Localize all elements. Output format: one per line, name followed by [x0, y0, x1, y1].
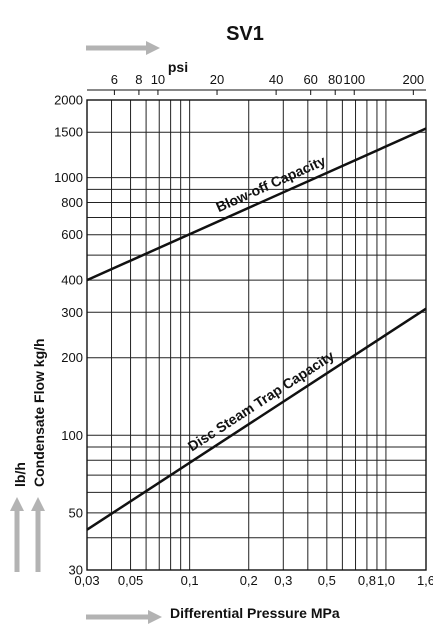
series-label: Blow-off Capacity — [213, 152, 328, 215]
arrow-head — [31, 497, 45, 511]
y-tick-label: 1000 — [54, 170, 83, 185]
psi-tick-label: 10 — [151, 72, 165, 87]
x-tick-label: 0,1 — [181, 573, 199, 588]
y-tick-label: 50 — [69, 505, 83, 520]
psi-tick-label: 60 — [303, 72, 317, 87]
y-tick-label: 2000 — [54, 93, 83, 108]
plot-frame — [86, 99, 427, 571]
y-tick-label: 400 — [61, 273, 83, 288]
x-axis-label: Differential Pressure MPa — [170, 605, 340, 621]
psi-tick-label: 20 — [210, 72, 224, 87]
y-tick-label: 300 — [61, 305, 83, 320]
arrow-head — [10, 497, 24, 511]
chart-series: Blow-off Capacity Disc Steam Trap Capacit… — [86, 127, 427, 531]
arrow-shaft — [14, 509, 20, 572]
top-axis-unit: psi — [168, 59, 188, 75]
x-tick-label: 1,6 — [417, 573, 433, 588]
direction-arrows — [10, 41, 162, 624]
psi-tick-label: 200 — [402, 72, 424, 87]
arrow-head — [148, 610, 162, 624]
tick-labels: 6 8 10 20 40 60 80 100 2000,03 0,05 0,1 0,2 0,3 0,5 0,… — [54, 72, 433, 588]
x-tick-label: 0,8 — [358, 573, 376, 588]
psi-tick-label: 6 — [111, 72, 118, 87]
arrow-shaft — [35, 509, 41, 572]
x-tick-label: 0,05 — [118, 573, 143, 588]
y-tick-label: 100 — [61, 428, 83, 443]
psi-tick-label: 40 — [269, 72, 283, 87]
x-tick-label: 1,0 — [377, 573, 395, 588]
psi-tick-label: 80 — [328, 72, 342, 87]
y-tick-label: 30 — [69, 563, 83, 578]
y-tick-label: 800 — [61, 195, 83, 210]
series-label: Disc Steam Trap Capacity — [185, 347, 337, 454]
y-tick-label: 200 — [61, 350, 83, 365]
y-axis-label: Condensate Flow kg/h — [31, 338, 47, 487]
chart-grid — [86, 99, 427, 571]
x-tick-label: 0,5 — [318, 573, 336, 588]
arrow-head — [146, 41, 160, 55]
x-tick-label: 0,3 — [274, 573, 292, 588]
arrow-shaft — [86, 45, 148, 51]
x-tick-label: 0,03 — [74, 573, 99, 588]
y-tick-label: 600 — [61, 227, 83, 242]
series-line — [86, 307, 427, 531]
psi-tick-label: 8 — [135, 72, 142, 87]
psi-tick-label: 100 — [343, 72, 365, 87]
x-tick-label: 0,2 — [240, 573, 258, 588]
y-tick-label: 1500 — [54, 125, 83, 140]
y-axis-alt-unit: lb/h — [12, 462, 28, 487]
chart-title: SV1 — [226, 23, 264, 45]
series-line — [86, 127, 427, 282]
arrow-shaft — [86, 614, 150, 620]
